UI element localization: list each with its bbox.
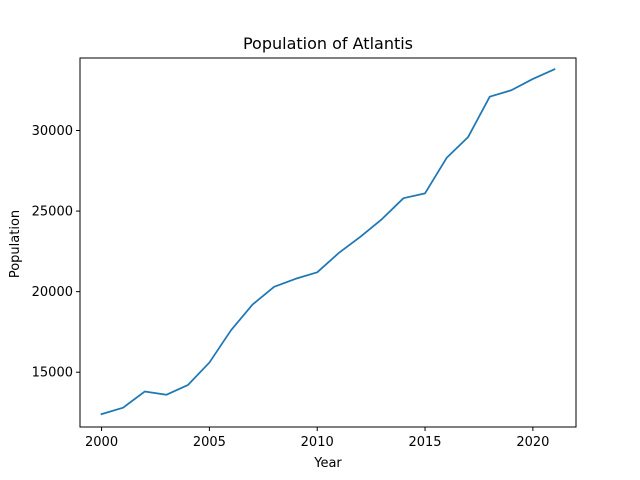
x-tick-label-2015: 2015 bbox=[408, 435, 441, 450]
y-tick-label-15000: 15000 bbox=[32, 366, 73, 381]
y-axis: 15000 20000 25000 30000 bbox=[32, 124, 80, 381]
y-tick-label-30000: 30000 bbox=[32, 124, 73, 139]
x-tick-label-2005: 2005 bbox=[193, 435, 226, 450]
x-axis-title: Year bbox=[313, 456, 342, 471]
x-tick-label-2000: 2000 bbox=[85, 435, 118, 450]
y-tick-label-20000: 20000 bbox=[32, 285, 73, 300]
chart-title: Population of Atlantis bbox=[243, 34, 413, 53]
x-tick-label-2020: 2020 bbox=[516, 435, 549, 450]
series-line-0 bbox=[100, 68, 556, 416]
y-axis-title: Population bbox=[8, 210, 23, 278]
x-axis: 2000 2005 2010 2015 2020 bbox=[85, 427, 549, 450]
x-tick-label-2010: 2010 bbox=[301, 435, 334, 450]
plot-area bbox=[79, 57, 577, 428]
plot-frame bbox=[79, 57, 577, 428]
y-tick-label-25000: 25000 bbox=[32, 205, 73, 220]
